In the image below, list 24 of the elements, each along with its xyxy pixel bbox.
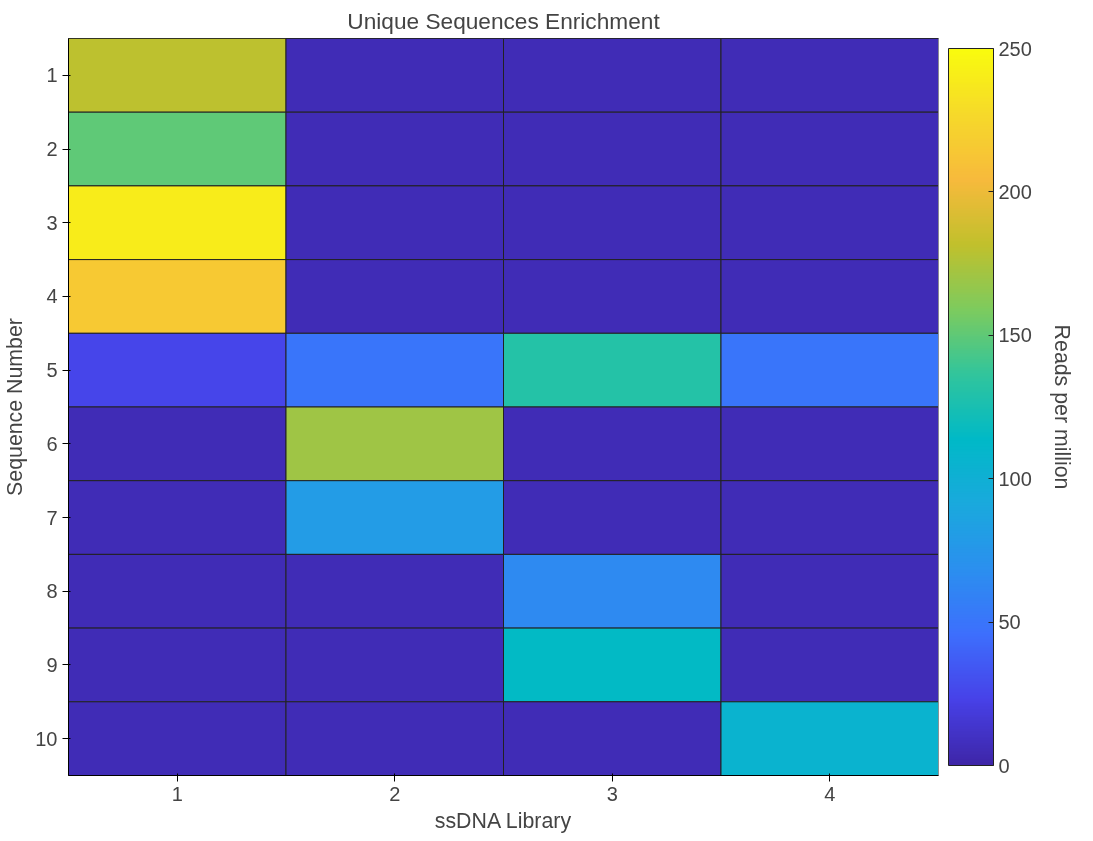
- y-tick-label: 3: [46, 211, 58, 234]
- color-bar-label: 0: [998, 754, 1010, 777]
- color-bar-label: 200: [998, 180, 1032, 203]
- y-tick-label: 2: [46, 138, 58, 161]
- y-tick-label: 6: [46, 432, 58, 455]
- color-bar-label: 250: [998, 37, 1032, 60]
- color-bar-label: 100: [998, 467, 1032, 490]
- x-tick-label: 1: [171, 782, 183, 805]
- x-axis-title: ssDNA Library: [434, 808, 572, 833]
- y-tick-label: 1: [46, 64, 58, 87]
- y-tick-label: 7: [46, 506, 58, 529]
- chart-title: Unique Sequences Enrichment: [347, 7, 661, 34]
- color-bar-title: Reads per million: [1049, 324, 1074, 490]
- y-tick-label: 9: [46, 653, 58, 676]
- y-tick-label: 8: [46, 580, 58, 603]
- x-tick-label: 2: [389, 782, 401, 805]
- y-tick-label: 5: [46, 359, 58, 382]
- color-bar-label: 50: [998, 611, 1021, 634]
- x-tick-label: 3: [606, 782, 618, 805]
- color-bar-label: 150: [998, 324, 1032, 347]
- y-axis-title: Sequence Number: [3, 318, 28, 496]
- y-tick-label: 4: [46, 285, 58, 308]
- y-tick-label: 10: [35, 727, 58, 750]
- x-tick-label: 4: [824, 782, 836, 805]
